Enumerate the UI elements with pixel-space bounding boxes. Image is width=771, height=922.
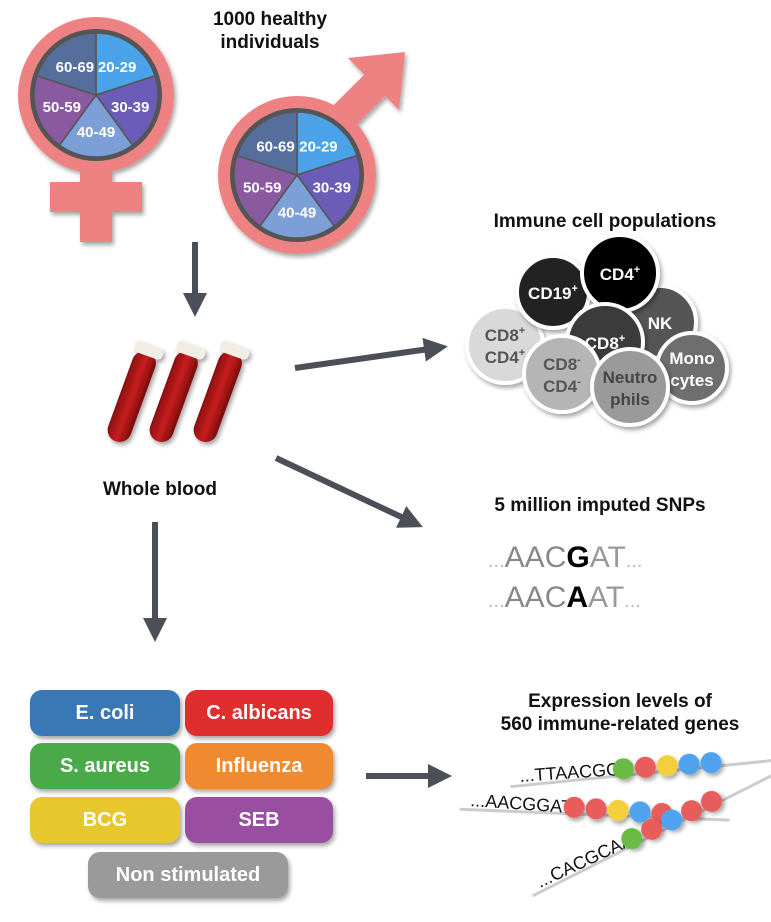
stimulus-s-aureus: S. aureus xyxy=(30,743,180,789)
cell-label: CD19+ xyxy=(528,283,578,303)
cell-label: CD4+ xyxy=(485,347,525,367)
expression-bead xyxy=(634,756,656,778)
immune-cell-cluster: CD8+CD4+CD19+NKCD4+CD8+MonocytesCD8-CD4-… xyxy=(465,233,729,427)
arrow-to-snps xyxy=(274,455,423,528)
whole-blood-label: Whole blood xyxy=(103,479,217,500)
gene-sequence: ...AACGGAT xyxy=(470,790,573,817)
cell-label: Mono xyxy=(669,349,714,368)
cell-label: CD4- xyxy=(543,376,581,396)
expression-bead xyxy=(607,799,629,821)
expression-title-line1: Expression levels of xyxy=(528,691,712,712)
expression-bead xyxy=(621,828,643,850)
pie-slice-40-49 xyxy=(258,173,336,239)
gene-sequence: ...TTAACGG xyxy=(519,759,621,786)
pie-label: 20-29 xyxy=(98,59,136,76)
cell-label: Neutro xyxy=(603,368,658,387)
cell-label: CD4+ xyxy=(600,264,640,284)
cohort-title-line2: individuals xyxy=(220,32,320,53)
stimulus-seb: SEB xyxy=(185,797,333,843)
pie-slice-20-29 xyxy=(296,111,358,177)
female-age-pie: 20-29 30-39 40-49 50-59 60-69 xyxy=(33,32,159,158)
cohort-title: 1000 healthy individuals xyxy=(195,8,345,54)
pie-label: 50-59 xyxy=(43,99,81,116)
stimulus-e-coli: E. coli xyxy=(30,690,180,736)
cell-label: CD8+ xyxy=(485,325,525,345)
immune-cells-title: Immune cell populations xyxy=(493,211,717,232)
cell-cd8cd4: CD8-CD4- xyxy=(522,334,602,414)
stimulus-influenza: Influenza xyxy=(185,743,333,789)
male-age-pie: 20-29 30-39 40-49 50-59 60-69 xyxy=(233,111,361,239)
stimulus-non-stimulated: Non stimulated xyxy=(88,852,288,898)
expression-bead xyxy=(661,809,683,831)
gene-sequence: ...CACGCAA xyxy=(533,830,636,892)
pie-label: 40-49 xyxy=(77,124,115,141)
cell-neutrophils: Neutro phils xyxy=(590,347,670,427)
snp-sequences: ...AACGAT... ...AACAAT... xyxy=(488,541,642,614)
snp-sequence-2: ...AACAAT... xyxy=(488,581,641,614)
snp-sequence-1: ...AACGAT... xyxy=(488,541,642,574)
cell-label: CD8- xyxy=(543,354,581,374)
expression-bead xyxy=(681,800,703,822)
cell-label: cytes xyxy=(670,371,713,390)
cell-label: phils xyxy=(610,390,650,409)
cohort-title-line1: 1000 healthy xyxy=(212,9,328,30)
expression-title-line2: 560 immune-related genes xyxy=(500,714,740,735)
pie-slice-30-39 xyxy=(94,74,159,147)
pie-label: 60-69 xyxy=(56,59,94,76)
cell-cd4: CD4+ xyxy=(580,233,660,313)
cell-monocytes: Mono cytes xyxy=(655,331,729,405)
expression-strands: ...TTAACGG ...AACGGAT ...CACGCAA xyxy=(459,752,771,898)
pie-label: 60-69 xyxy=(256,138,294,155)
pie-slice-40-49 xyxy=(58,93,134,158)
cell-label: NK xyxy=(648,314,673,333)
pie-slice-50-59 xyxy=(33,74,98,147)
pie-label: 20-29 xyxy=(299,138,337,155)
expression-strand: ...TTAACGG xyxy=(510,752,771,789)
pie-label: 50-59 xyxy=(243,179,281,196)
expression-bead xyxy=(678,753,700,775)
expression-bead xyxy=(629,801,651,823)
stimulus-c-albicans: C. albicans xyxy=(185,690,333,736)
pie-label: 30-39 xyxy=(313,179,351,196)
snps-title: 5 million imputed SNPs xyxy=(494,495,706,516)
expression-bead xyxy=(563,796,585,818)
blood-tubes-icon xyxy=(107,340,250,442)
arrow-to-immune-cells xyxy=(294,337,448,371)
pie-slice-20-29 xyxy=(95,32,156,97)
cell-label: CD8+ xyxy=(585,333,625,353)
expression-bead xyxy=(700,790,722,812)
expression-bead xyxy=(641,818,663,840)
expression-bead xyxy=(656,755,678,777)
pie-slice-60-69 xyxy=(236,111,298,177)
pie-slice-30-39 xyxy=(295,154,361,228)
expression-bead xyxy=(612,758,634,780)
pie-label: 40-49 xyxy=(278,205,316,222)
pie-slice-50-59 xyxy=(233,154,299,228)
expression-title: Expression levels of 560 immune-related … xyxy=(470,690,770,736)
stimulus-bcg: BCG xyxy=(30,797,180,843)
pie-slice-60-69 xyxy=(36,32,97,97)
expression-bead xyxy=(700,752,722,774)
pie-label: 30-39 xyxy=(111,99,149,116)
expression-bead xyxy=(585,798,607,820)
